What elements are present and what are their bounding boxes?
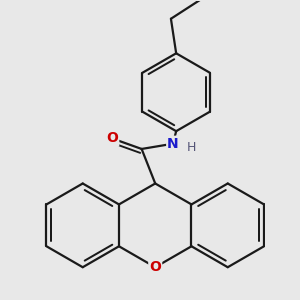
Text: H: H bbox=[187, 141, 196, 154]
Text: O: O bbox=[106, 131, 118, 146]
Text: N: N bbox=[167, 137, 179, 151]
Text: O: O bbox=[149, 260, 161, 274]
